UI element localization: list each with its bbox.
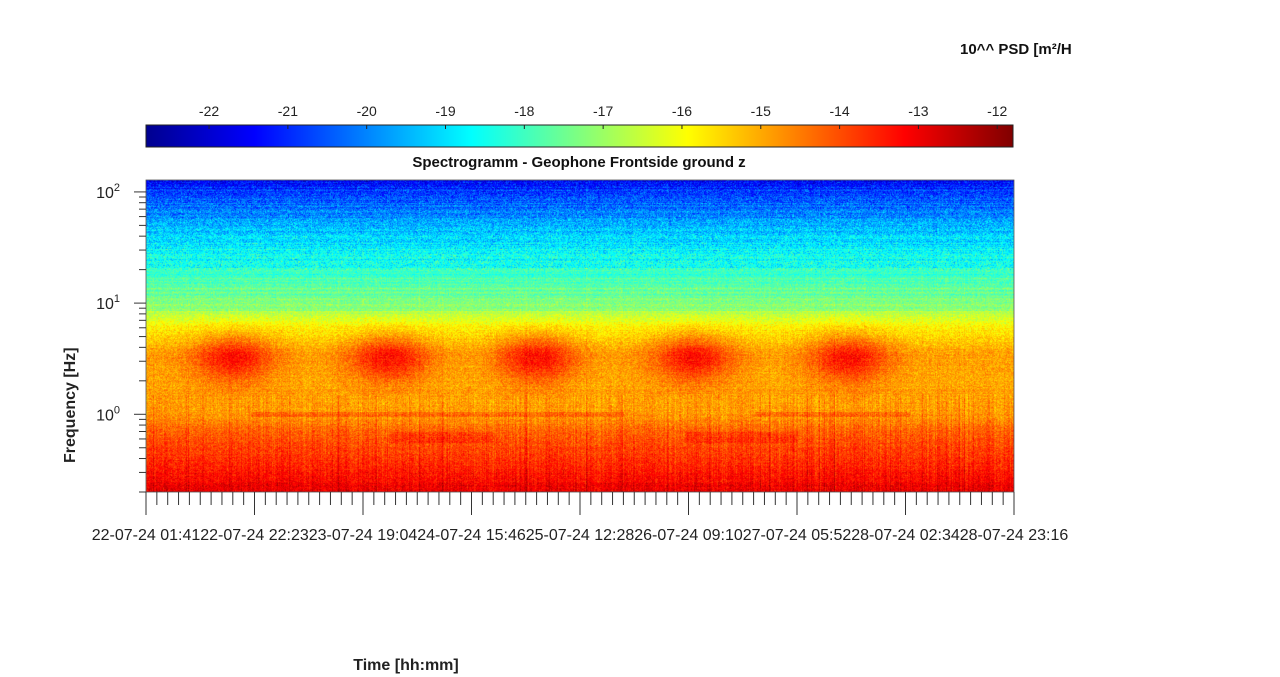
colorbar-tick-label: -12: [987, 103, 1007, 119]
chart-title: Spectrogramm - Geophone Frontside ground…: [412, 154, 746, 171]
axes: 100 101 102 22-07-24 01:41 22-07-24 22:23 23-…: [92, 179, 1069, 544]
y-tick-label: 101: [96, 293, 120, 313]
colorbar-tick-label: -14: [829, 103, 849, 119]
colorbar-tick-label: -16: [672, 103, 692, 119]
colorbar-tick-label: -22: [199, 103, 219, 119]
x-axis-label: Time [hh:mm]: [353, 657, 459, 674]
spectrogram-heatmap: [146, 180, 1014, 492]
colorbar-tick-label: -17: [593, 103, 613, 119]
x-tick-label: 26-07-24 09:10: [634, 527, 743, 544]
x-tick-label: 28-07-24 23:16: [960, 527, 1069, 544]
y-tick-label: 100: [96, 404, 120, 424]
x-tick-label: 23-07-24 19:04: [309, 527, 418, 544]
x-tick-label: 22-07-24 22:23: [200, 527, 309, 544]
colorbar: -22 -21 -20 -19 -18 -17 -16 -15 -14 -13 -12: [145, 103, 1014, 148]
x-tick-label: 28-07-24 02:34: [851, 527, 960, 544]
y-tick-label: 102: [96, 182, 120, 202]
colorbar-tick-label: -21: [278, 103, 298, 119]
colorbar-gradient: [145, 124, 1014, 148]
x-tick-label: 22-07-24 01:41: [92, 527, 201, 544]
colorbar-tick-label: -19: [435, 103, 455, 119]
x-tick-label: 24-07-24 15:46: [417, 527, 526, 544]
colorbar-tick-label: -20: [357, 103, 377, 119]
colorbar-tick-label: -18: [514, 103, 534, 119]
colorbar-label: 10^^ PSD [m²/H: [960, 41, 1072, 58]
colorbar-tick-label: -13: [908, 103, 928, 119]
x-tick-label: 27-07-24 05:52: [743, 527, 852, 544]
colorbar-tick-label: -15: [751, 103, 771, 119]
x-tick-label: 25-07-24 12:28: [526, 527, 635, 544]
